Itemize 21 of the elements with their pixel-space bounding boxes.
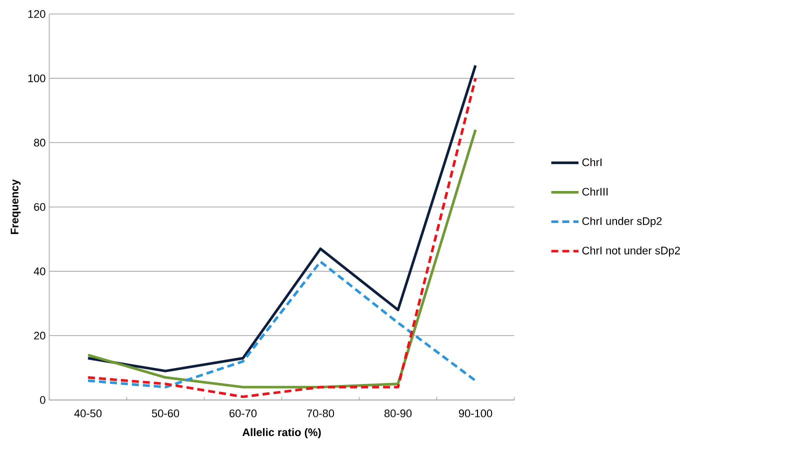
line-series bbox=[86, 260, 477, 388]
y-tick-label: 100 bbox=[28, 74, 46, 82]
x-tick-label: 90-100 bbox=[458, 410, 492, 418]
y-tick-label: 60 bbox=[34, 203, 46, 211]
y-tick-label: 120 bbox=[28, 10, 46, 18]
y-tick-label: 80 bbox=[34, 138, 46, 147]
y-tick-label: 0 bbox=[40, 396, 46, 404]
x-tick-label: 60-70 bbox=[230, 410, 257, 418]
x-tick-label: 70-80 bbox=[307, 410, 334, 418]
y-tick-label: 40 bbox=[34, 267, 46, 276]
x-tick-label: 80-90 bbox=[384, 410, 412, 418]
legend-label: ChrI bbox=[582, 158, 602, 166]
legend-label: ChrI not under sDp2 bbox=[582, 246, 680, 257]
y-tick-label: 20 bbox=[34, 332, 46, 340]
x-tick-label: 50-60 bbox=[152, 410, 180, 418]
x-tick-label: 40-50 bbox=[74, 410, 102, 418]
legend-label: ChrIII bbox=[582, 188, 608, 196]
legend-label: ChrI under sDp2 bbox=[582, 216, 662, 228]
line-series bbox=[86, 128, 477, 388]
x-axis-title: Allelic ratio (%) bbox=[242, 428, 321, 438]
y-axis-title: Frequency bbox=[10, 179, 21, 234]
